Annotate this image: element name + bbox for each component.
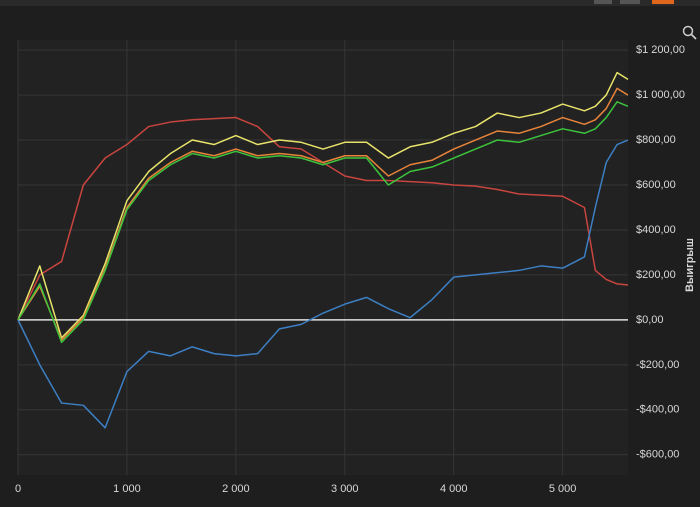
y-axis-label: Выигрыш [684, 238, 696, 292]
y-tick-label: $600,00 [636, 179, 676, 191]
series-line [17, 87, 629, 341]
x-tick-label: 2 000 [222, 483, 250, 495]
top-bar [0, 0, 700, 6]
x-tick-label: 4 000 [440, 483, 468, 495]
x-tick-label: 3 000 [331, 483, 359, 495]
y-tick-label: $1 000,00 [636, 89, 685, 101]
y-tick-label: -$600,00 [636, 449, 679, 461]
y-tick-label: -$200,00 [636, 359, 679, 371]
series-line [17, 101, 629, 344]
y-tick-label: $1 200,00 [636, 44, 685, 56]
button[interactable] [620, 0, 640, 4]
plot-area [18, 40, 628, 475]
y-tick-label: $200,00 [636, 269, 676, 281]
y-tick-label: $400,00 [636, 224, 676, 236]
y-tick-label: $800,00 [636, 134, 676, 146]
x-tick-label: 5 000 [549, 483, 577, 495]
y-tick-label: -$400,00 [636, 404, 679, 416]
zoom-icon[interactable] [682, 25, 697, 40]
button[interactable] [594, 0, 612, 4]
y-tick-label: $0,00 [636, 314, 664, 326]
series-line [17, 116, 629, 321]
x-tick-label: 0 [15, 483, 21, 495]
series-line [17, 139, 629, 429]
x-tick-label: 1 000 [113, 483, 141, 495]
button[interactable] [652, 0, 674, 4]
series-line [17, 71, 629, 339]
